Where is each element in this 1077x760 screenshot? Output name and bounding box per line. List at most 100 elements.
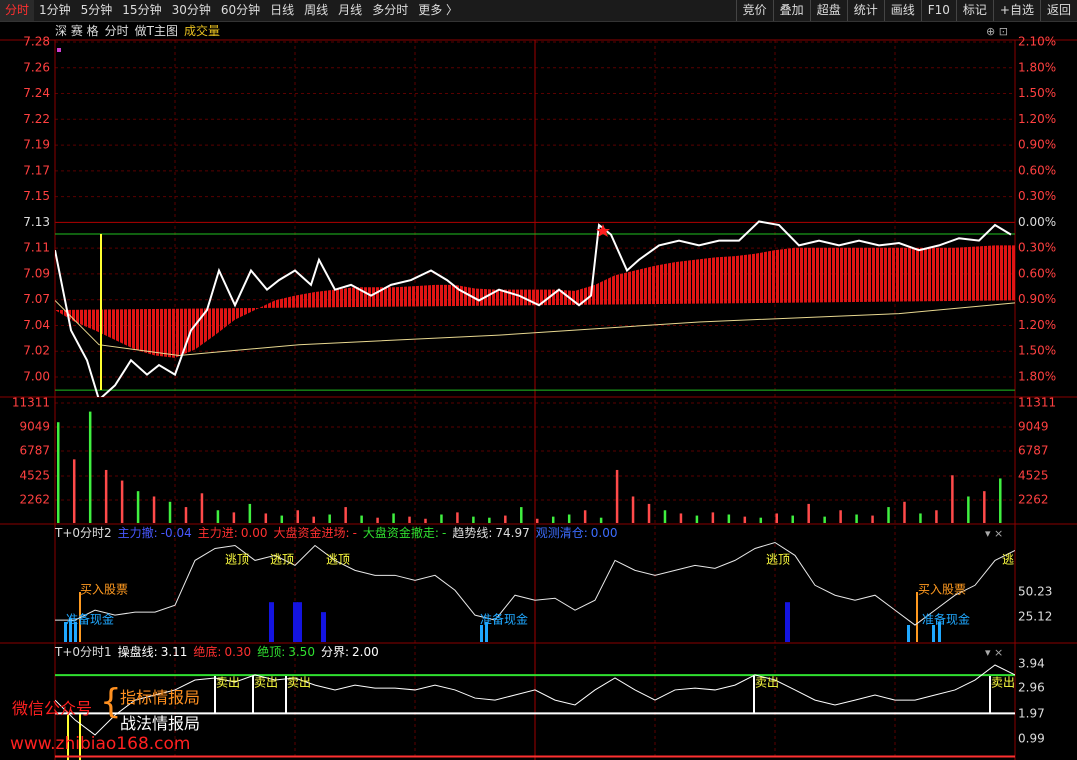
volume-bar (360, 515, 363, 523)
volume-bar (104, 469, 108, 523)
tool-button[interactable]: F10 (920, 0, 956, 21)
price-label: 7.17 (23, 163, 50, 177)
field-label: 主力进: (197, 526, 238, 540)
period-tab[interactable]: 15分钟 (122, 3, 162, 17)
panel2-header: T+0分时2 主力撤: -0.04 主力进: 0.00 大盘资金进场: - 大盘资金撤走: - 趋… (55, 525, 623, 541)
period-tab[interactable]: 分时 (0, 0, 35, 21)
panel-title: T+0分时2 (55, 526, 112, 540)
panel-title: T+0分时1 (55, 645, 112, 659)
volume-bar (551, 516, 555, 523)
period-tab[interactable]: 30分钟 (171, 3, 211, 17)
svg-text:▾ ×: ▾ × (985, 646, 1003, 659)
pct-label: 0.00% (1018, 215, 1056, 229)
wm-brand: 战法情报局 (120, 714, 201, 733)
sell-label: 卖出 (755, 676, 779, 690)
volume-label: 9049 (1018, 420, 1049, 434)
pct-label: 1.80% (1018, 60, 1056, 74)
view-name[interactable]: 分时 (104, 24, 129, 38)
volume-bar (184, 507, 188, 523)
volume-bar (871, 515, 874, 523)
signal-label: 逃顶 (270, 553, 294, 567)
period-tab[interactable]: 1分钟 (39, 3, 71, 17)
sell-label: 卖出 (254, 676, 278, 690)
volume-bar (967, 496, 970, 523)
svg-text:⊕ ⊡: ⊕ ⊡ (986, 25, 1008, 38)
volume-label: 9049 (19, 420, 50, 434)
field-label: 主力撤: (117, 526, 158, 540)
tool-button[interactable]: 统计 (846, 0, 884, 21)
price-label: 7.24 (23, 86, 50, 100)
tool-button[interactable]: +自选 (992, 0, 1040, 21)
period-tab[interactable]: 周线 (304, 3, 329, 17)
pct-label: 0.30% (1018, 241, 1056, 255)
pct-label: 1.50% (1018, 86, 1056, 100)
indicator-name[interactable]: 做T主图 (134, 24, 178, 38)
period-tab[interactable]: 5分钟 (80, 3, 113, 17)
pct-label: 2.10% (1018, 35, 1056, 49)
signal-label: 逃顶 (766, 553, 790, 567)
field-label: 趋势线: (452, 526, 493, 540)
price-label: 7.22 (23, 112, 50, 126)
volume-bar (663, 510, 667, 523)
price-label: 7.09 (23, 266, 50, 280)
sub-indicator[interactable]: 成交量 (184, 24, 221, 38)
tool-button[interactable]: 超盘 (809, 0, 847, 21)
price-line (55, 220, 1012, 397)
volume-bar (695, 515, 699, 523)
volume-bar (679, 513, 683, 523)
fund-bar (321, 612, 326, 642)
field-value: 3.11 (160, 645, 188, 659)
period-tab[interactable]: 更多 〉 (418, 3, 459, 17)
tool-button[interactable]: 竞价 (735, 0, 773, 21)
panel2-label: 25.12 (1018, 610, 1052, 624)
period-tab[interactable]: 月线 (338, 3, 363, 17)
volume-bar (72, 459, 76, 523)
volume-bar (951, 475, 954, 523)
volume-bar (631, 496, 635, 523)
volume-bar (88, 411, 92, 523)
main-header: 深 赛 格分时 做T主图 成交量 (55, 23, 226, 39)
tool-buttons: 竞价 叠加 超盘 统计 画线 F10 标记 +自选 返回 (735, 0, 1077, 21)
price-label: 7.19 (23, 138, 50, 152)
signal-label: 逃 (1002, 553, 1014, 567)
price-label: 7.28 (23, 35, 50, 49)
volume-bar (328, 514, 331, 523)
volume-bar (280, 515, 284, 523)
volume-bar (520, 507, 523, 523)
price-label: 7.07 (23, 292, 50, 306)
volume-label: 11311 (12, 396, 50, 410)
volume-bar (216, 510, 220, 523)
period-tab[interactable]: 60分钟 (220, 3, 261, 17)
field-label: 观测清仓: (535, 526, 588, 540)
pct-label: 1.50% (1018, 344, 1056, 358)
wm-url: www.zhibiao168.com (10, 734, 191, 754)
volume-bar (168, 501, 172, 523)
field-label: 大盘资金撤走: (362, 526, 439, 540)
tool-button[interactable]: 标记 (955, 0, 993, 21)
momentum-up-area (55, 245, 1015, 358)
volume-bar (536, 518, 539, 523)
volume-bar (775, 513, 778, 523)
price-label: 7.15 (23, 189, 50, 203)
svg-text:▾ ×: ▾ × (985, 527, 1003, 540)
pct-label: 0.90% (1018, 138, 1056, 152)
tool-button[interactable]: 画线 (883, 0, 921, 21)
volume-bar (919, 513, 922, 523)
field-value: 74.97 (495, 526, 530, 540)
price-label: 7.02 (23, 344, 50, 358)
pct-label: 0.60% (1018, 266, 1056, 280)
volume-bar (935, 510, 938, 523)
volume-bar (392, 513, 395, 523)
volume-bar (232, 512, 236, 523)
period-tab[interactable]: 日线 (270, 3, 295, 17)
volume-bar (887, 507, 890, 523)
trend-line (55, 541, 1015, 626)
tool-button[interactable]: 返回 (1039, 0, 1077, 21)
volume-bar (823, 516, 826, 523)
period-tab[interactable]: 多分时 (372, 3, 409, 17)
price-label: 7.11 (23, 241, 50, 255)
field-value: -0.04 (160, 526, 192, 540)
tool-button[interactable]: 叠加 (772, 0, 810, 21)
volume-bar (296, 510, 299, 523)
